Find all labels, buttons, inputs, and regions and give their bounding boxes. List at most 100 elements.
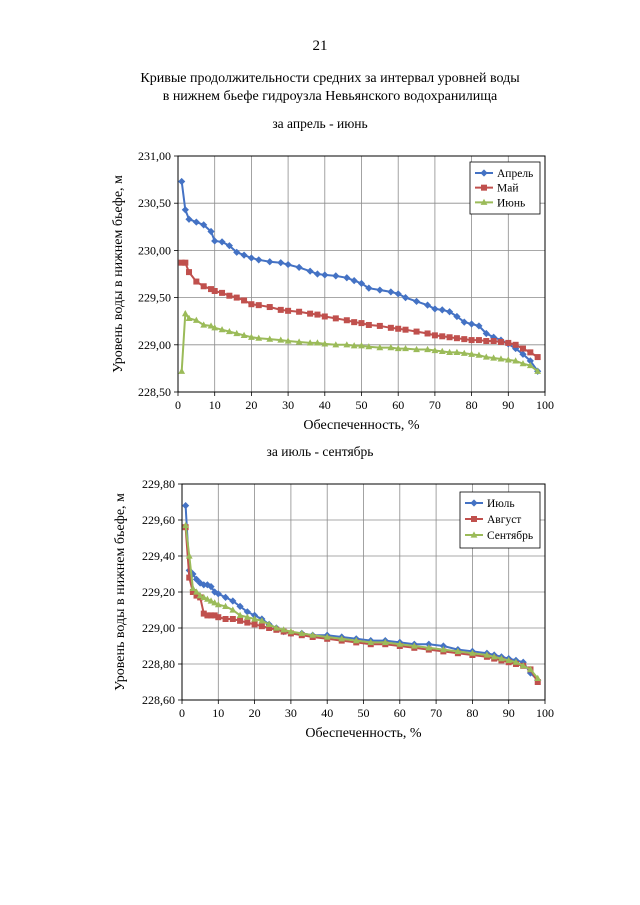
data-point-Апрель — [185, 215, 193, 223]
data-point-Сентябрь — [396, 640, 404, 647]
chart-1-y-tick-label: 229,00 — [138, 338, 171, 352]
data-point-Август — [229, 616, 236, 622]
data-point-Июнь — [512, 357, 520, 364]
data-point-Сентябрь — [490, 653, 498, 660]
data-point-Июнь — [211, 324, 219, 331]
legend-marker-Апрель — [480, 169, 488, 177]
data-point-Август — [534, 679, 541, 685]
data-point-Август — [211, 612, 218, 619]
data-point-Апрель — [357, 279, 366, 288]
chart-2-y-tick-label: 229,80 — [142, 477, 175, 491]
chart-1-x-tick-label: 80 — [466, 398, 478, 412]
data-point-Апрель — [431, 305, 439, 313]
data-point-Май — [461, 336, 468, 343]
data-point-Май — [519, 345, 526, 352]
data-point-Май — [490, 338, 497, 345]
data-point-Апрель — [350, 277, 358, 285]
legend-label-Июнь: Июнь — [497, 197, 525, 209]
data-point-Апрель — [394, 290, 402, 298]
data-point-Июнь — [225, 327, 233, 335]
data-point-Июнь — [402, 344, 409, 352]
data-point-Апрель — [376, 286, 384, 294]
data-point-Июнь — [534, 367, 542, 374]
data-point-Июнь — [453, 348, 461, 355]
chart-1-legend: Апрель Май Июнь — [469, 161, 541, 215]
data-point-Май — [296, 308, 303, 315]
data-point-Июнь — [468, 350, 475, 357]
data-point-Август — [266, 625, 273, 631]
data-point-Апрель — [387, 288, 395, 296]
chart-2-x-tick-label: 0 — [179, 706, 185, 720]
data-point-Май — [193, 278, 200, 285]
data-point-Апрель — [255, 256, 263, 264]
data-point-Май — [307, 310, 314, 317]
chart-1-x-tick-label: 100 — [536, 398, 554, 412]
data-point-Апрель — [401, 294, 410, 302]
data-point-Апрель — [313, 270, 322, 278]
legend-label-Сентябрь: Сентябрь — [487, 530, 533, 542]
chart-1-plot-frame — [177, 155, 546, 393]
data-point-Июнь — [332, 341, 340, 348]
data-point-Апрель — [233, 248, 241, 256]
data-point-Июнь — [438, 347, 446, 355]
data-point-Апрель — [266, 258, 274, 266]
chart-2-y-tick-label: 228,80 — [142, 657, 175, 671]
data-point-Сентябрь — [229, 606, 237, 613]
data-point-Июнь — [185, 314, 193, 321]
data-point-Май — [497, 338, 504, 345]
chart-1-y-tick-label: 231,00 — [138, 149, 171, 163]
data-point-Май — [395, 325, 402, 332]
data-point-Май — [402, 326, 409, 333]
data-point-Июнь — [497, 355, 505, 362]
chart-1-x-tick-label: 90 — [502, 398, 514, 412]
data-point-Сентябрь — [182, 521, 190, 528]
data-point-Май — [365, 321, 372, 328]
chart-1-y-tick-label: 229,50 — [138, 291, 171, 305]
chart-2-x-tick-label: 40 — [321, 706, 333, 720]
chart-1-x-tick-label: 20 — [245, 398, 257, 412]
data-point-Май — [285, 307, 292, 314]
data-point-Август — [189, 589, 196, 595]
data-point-Июнь — [200, 321, 208, 328]
data-point-Июнь — [519, 360, 527, 367]
chart-2-x-tick-label: 10 — [212, 706, 224, 720]
page-number: 21 — [312, 38, 328, 54]
data-point-Май — [343, 317, 350, 324]
data-point-Апрель — [343, 274, 351, 282]
data-point-Август — [193, 592, 200, 599]
data-point-Сентябрь — [214, 601, 222, 608]
data-point-Август — [215, 614, 222, 621]
data-point-Апрель — [423, 301, 432, 309]
data-point-Сентябрь — [243, 613, 251, 620]
data-point-Май — [527, 349, 534, 356]
data-point-Сентябрь — [236, 611, 244, 618]
data-point-Сентябрь — [498, 655, 505, 662]
data-point-Сентябрь — [280, 626, 288, 633]
data-point-Апрель — [211, 237, 219, 245]
data-point-Июнь — [284, 337, 292, 344]
data-point-Сентябрь — [185, 552, 193, 559]
data-point-Сентябрь — [505, 656, 513, 663]
data-point-Август — [222, 616, 229, 622]
chart-1-x-tick-label: 30 — [282, 398, 294, 412]
data-point-Сентябрь — [338, 635, 346, 642]
chart-2-x-tick-label: 80 — [466, 706, 478, 720]
data-point-Сентябрь — [196, 592, 204, 599]
chart-2-subtitle: за июль - сентябрь — [266, 444, 374, 459]
data-point-Сентябрь — [222, 602, 229, 609]
data-point-Июнь — [192, 316, 200, 323]
data-point-Апрель — [218, 238, 226, 246]
data-point-Май — [351, 319, 358, 326]
chart-1-x-tick-label: 60 — [392, 398, 404, 412]
legend-label-Май: Май — [497, 183, 518, 195]
data-point-Май — [376, 322, 383, 329]
chart-2-x-tick-label: 70 — [430, 706, 442, 720]
legend-label-Июль: Июль — [487, 498, 515, 510]
data-point-Май — [332, 315, 339, 322]
chart-2-series-Сентябрь — [182, 521, 542, 681]
data-point-Апрель — [207, 227, 215, 236]
series-line-Июнь — [180, 310, 539, 372]
chart-2-x-tick-label: 100 — [536, 706, 554, 720]
data-point-Июнь — [365, 343, 373, 350]
data-point-Апрель — [200, 221, 208, 229]
